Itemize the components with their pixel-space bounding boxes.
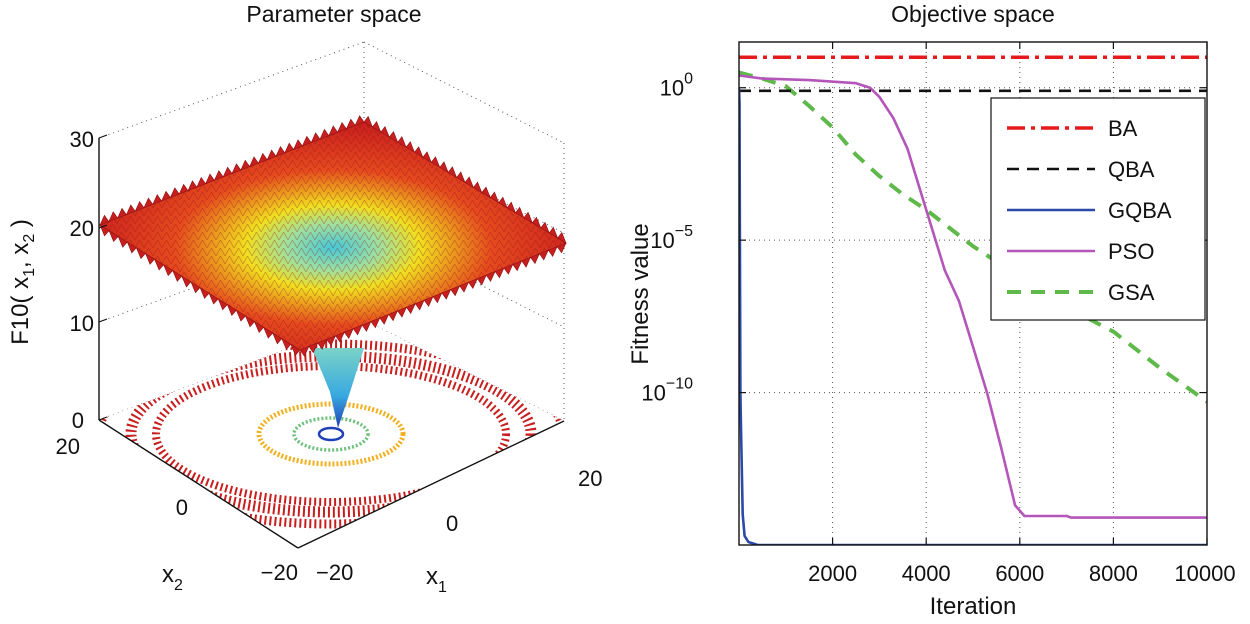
x-tick-label: 2000 [808,561,857,586]
y-axis-ticks: 100 10−5 10−10 [641,71,1207,406]
y-tick-label: 10−10 [641,376,693,406]
z-tick-20 [98,224,108,229]
x-axis-ticks: 2000 4000 6000 8000 10000 [808,42,1236,586]
z-tick-label-30: 30 [70,127,94,152]
surface-texture [100,122,566,350]
line-plot: Objective space 2000 4000 6000 8000 10000 10… [627,1,1236,620]
z-tick-label-10: 10 [70,311,94,336]
x1-tick-label-20: 20 [578,466,602,491]
x-tick-label: 4000 [902,561,951,586]
legend-label-qba: QBA [1108,157,1155,182]
surface-edge-spikes [99,115,567,357]
surface-title: Parameter space [246,1,421,27]
legend-label-pso: PSO [1108,239,1154,264]
legend-label-gqba: GQBA [1108,198,1172,223]
legend: BA QBA GQBA PSO GSA [990,97,1206,321]
spikes-back-left [99,115,365,226]
x-axis-label: Iteration [930,593,1017,619]
line-title: Objective space [891,1,1055,27]
series-line-pso [739,74,1207,519]
legend-label-gsa: GSA [1108,280,1155,305]
x2-axis-label: x2 [162,561,183,594]
x2-tick-label-m20: −20 [261,560,298,585]
x-tick-label: 6000 [995,561,1044,586]
z-tick-label-20: 20 [70,216,94,241]
x1-tick-label-0: 0 [446,511,458,536]
grid-back-top-left [98,41,365,139]
z-tick-10 [98,318,108,323]
x2-axis-line [98,419,299,549]
z-axis-label: F10( x1, x2 ) [7,219,38,345]
spikes-front-right [299,242,567,357]
x2-tick-label-0: 0 [176,495,188,520]
contour-green [292,416,370,452]
x-tick-label: 8000 [1089,561,1138,586]
x1-tick-label-m20: −20 [316,560,353,585]
x2-tick-label-20: 20 [56,434,80,459]
contour-yellow [256,401,406,467]
z-tick-label-0: 0 [72,408,84,433]
surface-plot: Parameter space [7,1,602,596]
y-tick-label: 100 [660,71,693,101]
z-axis-ticks [98,134,108,421]
spikes-back-right [363,115,567,244]
surface-front-axes [98,138,565,549]
grid-back-top-right [363,41,565,144]
contour-blue [317,426,345,442]
y-tick-label: 10−5 [650,223,693,253]
x-tick-label: 10000 [1174,561,1235,586]
y-axis-label: Fitness value [627,223,654,364]
x1-axis-label: x1 [426,563,447,596]
plot-frame [738,41,1208,546]
z-tick-0 [98,416,108,421]
legend-label-ba: BA [1108,116,1138,141]
surface-floor [99,320,564,548]
surface-funnel [312,348,364,428]
series-line-gqba [739,87,1207,545]
spikes-front-left [99,224,301,356]
x1-axis-line [297,420,565,549]
z-tick-30 [98,134,108,139]
